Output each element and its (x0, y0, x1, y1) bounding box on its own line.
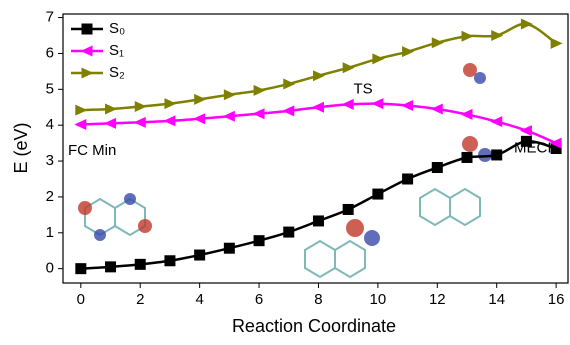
point (224, 89, 236, 100)
series-line (81, 24, 556, 110)
x-tick-label: 4 (195, 291, 203, 308)
point (402, 173, 413, 184)
point (253, 108, 265, 119)
y-tick-label: 0 (46, 260, 54, 277)
point (490, 116, 502, 127)
point (432, 37, 444, 48)
point (163, 115, 175, 126)
point (74, 119, 86, 130)
legend-label: S₀ (109, 20, 125, 37)
y-tick-label: 4 (46, 116, 54, 133)
point (164, 255, 175, 266)
point (462, 152, 473, 163)
point (164, 98, 176, 109)
point (135, 259, 146, 270)
orbital-lobes (78, 63, 492, 246)
legend-marker (82, 68, 94, 79)
point (342, 99, 354, 110)
point (254, 235, 265, 246)
point (461, 109, 473, 120)
x-tick-label: 2 (136, 291, 144, 308)
y-tick-label: 1 (46, 224, 54, 241)
point (551, 38, 563, 49)
legend-marker (81, 46, 93, 57)
point (431, 104, 443, 115)
point (313, 215, 324, 226)
point (401, 100, 413, 111)
point (313, 70, 325, 81)
point (402, 46, 414, 57)
x-tick-label: 0 (77, 291, 85, 308)
x-axis-title: Reaction Coordinate (232, 316, 396, 336)
x-tick-label: 14 (488, 291, 505, 308)
chart: Reaction Coordinate E (eV) 0246810121416… (0, 0, 570, 345)
x-tick-label: 8 (314, 291, 322, 308)
point (193, 113, 205, 124)
point (343, 62, 355, 73)
x-tick-label: 16 (548, 291, 565, 308)
x-tick-label: 10 (370, 291, 387, 308)
point (105, 261, 116, 272)
point (135, 101, 147, 112)
y-tick-label: 3 (46, 152, 54, 169)
point (521, 19, 533, 30)
point (254, 85, 266, 96)
point (223, 111, 235, 122)
point (343, 204, 354, 215)
annotation: MECI (514, 139, 552, 156)
point (520, 125, 532, 136)
x-tick-label: 12 (429, 291, 446, 308)
point (372, 53, 384, 64)
point (462, 31, 474, 42)
y-tick-label: 2 (46, 188, 54, 205)
legend-label: S₁ (109, 42, 124, 59)
point (283, 227, 294, 238)
point (371, 98, 383, 109)
point (224, 243, 235, 254)
point (491, 149, 502, 160)
point (75, 263, 86, 274)
point (432, 162, 443, 173)
point (312, 102, 324, 113)
legend-marker (82, 24, 93, 35)
point (194, 94, 206, 105)
y-axis-title: E (eV) (11, 122, 31, 173)
point (134, 117, 146, 128)
point (372, 189, 383, 200)
y-tick-label: 6 (46, 44, 54, 61)
x-tick-label: 6 (255, 291, 263, 308)
legend-label: S₂ (109, 64, 125, 81)
point (283, 78, 295, 89)
point (104, 118, 116, 129)
y-tick-label: 7 (46, 9, 54, 26)
point (75, 105, 87, 116)
annotation: TS (353, 80, 372, 97)
point (282, 105, 294, 116)
point (491, 30, 503, 41)
point (194, 250, 205, 261)
y-tick-label: 5 (46, 80, 54, 97)
point (105, 104, 117, 115)
annotation: FC Min (68, 142, 116, 159)
